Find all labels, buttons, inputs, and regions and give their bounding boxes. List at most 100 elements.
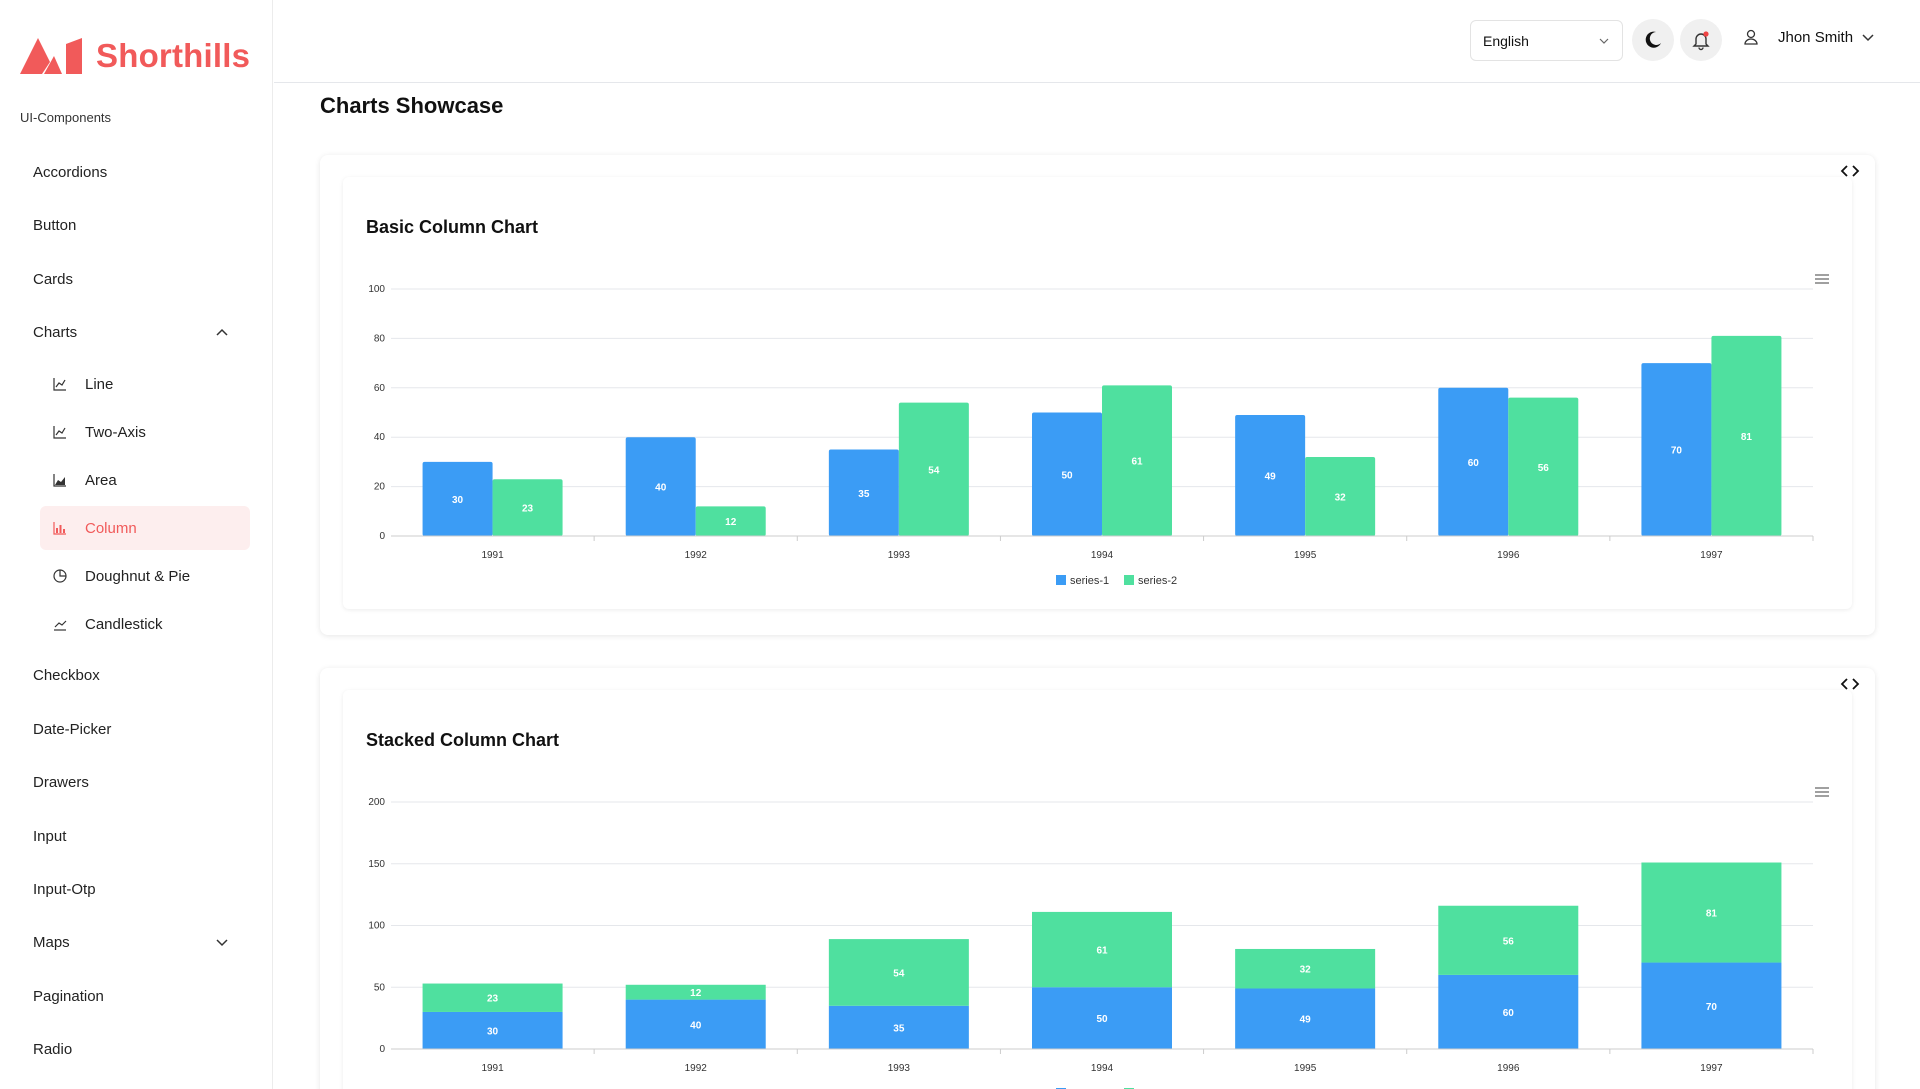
- sidebar-subitem-two-axis[interactable]: Two-Axis: [40, 410, 250, 454]
- y-tick-label: 50: [374, 982, 386, 993]
- sidebar-item-checkbox[interactable]: Checkbox: [33, 653, 251, 697]
- brand-logo[interactable]: Shorthills: [20, 36, 250, 76]
- chart-card-stacked: Stacked Column Chart 0 50 100 150 200 1991 30 2…: [320, 668, 1875, 1089]
- bar: [1235, 414, 1306, 536]
- sidebar-item-label: Input: [33, 827, 67, 845]
- brand-name: Shorthills: [96, 37, 251, 74]
- sidebar-item-button[interactable]: Button: [33, 203, 251, 247]
- sidebar-item-drawers[interactable]: Drawers: [33, 760, 251, 804]
- sidebar-subitem-line[interactable]: Line: [40, 362, 250, 406]
- x-tick-label: 1996: [1497, 1063, 1520, 1074]
- sidebar-subitem-label: Column: [85, 519, 137, 537]
- bar-chart-icon: [53, 522, 66, 535]
- sidebar-subitem-label: Line: [85, 375, 114, 393]
- bar: [898, 402, 969, 536]
- sidebar-item-input-otp[interactable]: Input-Otp: [33, 867, 251, 911]
- sidebar-subitem-doughnut-pie[interactable]: Doughnut & Pie: [40, 554, 250, 598]
- chevron-down-icon: [1862, 34, 1874, 42]
- basic-column-chart: 0 20 40 60 80 100 1991 30 23 1992 40 12 1993 35 54 1994…: [368, 274, 1829, 587]
- chart-card-basic: Basic Column Chart 0 20 40 60 80 100 1991 30 23 1…: [320, 155, 1875, 635]
- code-toggle-icon[interactable]: [1839, 163, 1861, 179]
- page-title: Charts Showcase: [320, 93, 504, 118]
- notifications-button[interactable]: [1680, 19, 1722, 61]
- chevron-down-icon: [1599, 38, 1609, 44]
- language-select[interactable]: English: [1470, 20, 1623, 61]
- bar-data-label: 50: [1061, 470, 1073, 481]
- user-name: Jhon Smith: [1778, 28, 1854, 46]
- bar-data-label: 70: [1671, 446, 1683, 457]
- top-header: English Jhon Smith: [274, 0, 1920, 83]
- legend-swatch: [1124, 575, 1134, 585]
- chart-menu-icon[interactable]: [1815, 274, 1829, 284]
- x-tick-label: 1992: [685, 1063, 708, 1074]
- chart-menu-icon[interactable]: [1815, 787, 1829, 797]
- candlestick-icon: [54, 620, 67, 631]
- sidebar-item-label: Pagination: [33, 987, 104, 1005]
- sidebar-item-pagination[interactable]: Pagination: [33, 974, 251, 1018]
- code-toggle-icon[interactable]: [1839, 676, 1861, 692]
- chart-title: Stacked Column Chart: [366, 730, 560, 750]
- sidebar-subitem-label: Area: [85, 471, 117, 489]
- bar: [422, 983, 563, 1012]
- sidebar-item-label: Radio: [33, 1040, 73, 1058]
- bar: [1641, 962, 1782, 1049]
- bar-data-label: 32: [1300, 965, 1312, 976]
- theme-toggle-button[interactable]: [1632, 19, 1674, 61]
- sidebar-subitem-area[interactable]: Area: [40, 458, 250, 502]
- sidebar-item-charts[interactable]: Charts: [33, 310, 251, 354]
- sidebar-item-input[interactable]: Input: [33, 814, 251, 858]
- sidebar-subitem-label: Doughnut & Pie: [85, 567, 191, 585]
- bar-data-label: 30: [487, 1026, 499, 1037]
- x-tick-label: 1992: [685, 550, 708, 561]
- x-tick-label: 1997: [1700, 1063, 1723, 1074]
- bar-data-label: 12: [690, 988, 702, 999]
- y-tick-label: 60: [374, 383, 386, 394]
- bar: [625, 999, 766, 1049]
- chevron-up-icon: [216, 328, 228, 336]
- sidebar-item-accordions[interactable]: Accordions: [33, 150, 251, 194]
- line-chart-icon: [53, 426, 66, 439]
- sidebar-item-radio[interactable]: Radio: [33, 1027, 251, 1071]
- bar-data-label: 56: [1503, 936, 1515, 947]
- sidebar-item-label: Accordions: [33, 163, 108, 181]
- sidebar-item-cards[interactable]: Cards: [33, 257, 251, 301]
- bar: [1438, 387, 1509, 536]
- bar: [1305, 456, 1376, 536]
- sidebar: Shorthills UI-Components Accordions Butt…: [0, 0, 273, 1089]
- sidebar-item-label: Checkbox: [33, 666, 100, 684]
- sidebar-item-date-picker[interactable]: Date-Picker: [33, 707, 251, 751]
- bar: [1032, 987, 1172, 1049]
- sidebar-subitem-label: Two-Axis: [85, 423, 146, 441]
- x-tick-label: 1993: [888, 550, 911, 561]
- bar-data-label: 54: [928, 465, 940, 476]
- sidebar-item-maps[interactable]: Maps: [33, 920, 251, 964]
- legend-label: series-1: [1070, 575, 1109, 587]
- x-tick-label: 1993: [888, 1063, 911, 1074]
- bar: [828, 1005, 969, 1049]
- y-tick-label: 100: [368, 921, 385, 932]
- bar-data-label: 60: [1468, 458, 1480, 469]
- legend-label: series-2: [1138, 575, 1177, 587]
- bar: [1438, 905, 1579, 975]
- bar: [1235, 948, 1376, 989]
- bar-data-label: 81: [1706, 909, 1718, 920]
- bar-data-label: 23: [487, 994, 499, 1005]
- bar-data-label: 40: [655, 483, 667, 494]
- x-tick-label: 1995: [1294, 1063, 1317, 1074]
- y-tick-label: 150: [368, 859, 385, 870]
- bar-data-label: 49: [1265, 471, 1277, 482]
- user-menu[interactable]: Jhon Smith: [1742, 28, 1875, 46]
- bar-data-label: 49: [1300, 1015, 1312, 1026]
- y-tick-label: 0: [379, 1044, 385, 1055]
- pie-chart-icon: [53, 569, 67, 583]
- bar: [1235, 988, 1376, 1049]
- chevron-down-icon: [216, 939, 228, 947]
- bar-data-label: 81: [1741, 432, 1753, 443]
- line-chart-icon: [53, 378, 66, 391]
- sidebar-subitem-column[interactable]: Column: [40, 506, 250, 550]
- sidebar-subitem-candlestick[interactable]: Candlestick: [40, 602, 250, 646]
- area-chart-icon: [53, 474, 66, 487]
- sidebar-item-label: Button: [33, 216, 77, 234]
- bar: [1641, 862, 1782, 963]
- x-tick-label: 1991: [481, 550, 504, 561]
